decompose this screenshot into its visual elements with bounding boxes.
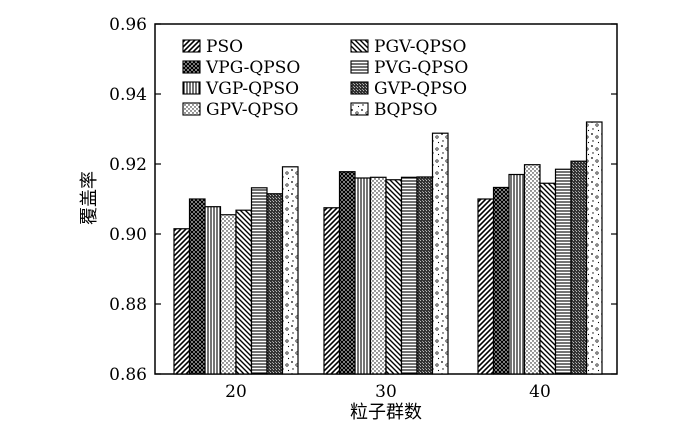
y-tick-label: 0.88 [109,295,147,315]
legend-swatch [350,81,369,95]
legend-swatch [182,102,201,116]
x-axis-title: 粒子群数 [350,402,422,423]
bar-vpg-qpso-30 [338,171,356,375]
legend-swatch [350,60,369,74]
legend-swatch [182,39,201,53]
bar-bqpso-30 [431,132,449,375]
legend-label: BQPSO [374,100,437,120]
legend-label: VGP-QPSO [205,79,299,99]
bar-pvg-qpso-20 [250,187,268,375]
legend-label: GVP-QPSO [374,79,467,99]
legend-label: VPG-QPSO [205,58,300,78]
y-tick-label: 0.86 [109,365,147,385]
x-tick-label: 30 [375,382,397,402]
bar-gvp-qpso-40 [570,160,588,375]
legend-label: PGV-QPSO [374,37,466,57]
bar-gvp-qpso-30 [416,176,434,375]
x-tick-label: 40 [529,382,551,402]
y-tick-label: 0.90 [109,225,147,245]
bar-gvp-qpso-20 [266,193,284,375]
bar-gpv-qpso-40 [523,164,541,375]
legend-swatch [182,60,201,74]
bar-pso-40 [477,198,495,375]
bar-bqpso-40 [585,121,603,375]
legend-swatch [350,39,369,53]
y-tick-label: 0.96 [109,15,147,35]
bar-pgv-qpso-20 [235,209,253,375]
bar-pso-30 [323,207,341,375]
bar-vpg-qpso-20 [188,198,206,375]
bar-gpv-qpso-20 [219,214,237,375]
bar-vgp-qpso-30 [354,177,372,375]
bar-pvg-qpso-40 [554,168,572,375]
bar-pso-20 [173,228,191,375]
bar-gpv-qpso-30 [369,176,387,375]
bar-vpg-qpso-40 [492,186,510,375]
legend-label: PVG-QPSO [374,58,468,78]
bar-pgv-qpso-40 [539,182,557,375]
bar-bqpso-20 [281,166,299,375]
y-tick-label: 0.92 [109,155,147,175]
y-tick-label: 0.94 [109,85,147,105]
bar-vgp-qpso-40 [508,173,526,375]
y-axis-title: 覆盖率 [79,171,100,225]
bar-pvg-qpso-30 [400,176,418,375]
legend-swatch [350,102,369,116]
legend-label: PSO [206,37,243,57]
legend-label: GPV-QPSO [206,100,298,120]
x-tick-label: 20 [225,382,247,402]
legend-swatch [182,81,201,95]
bar-pgv-qpso-30 [385,179,403,375]
bar-vgp-qpso-20 [204,206,222,375]
